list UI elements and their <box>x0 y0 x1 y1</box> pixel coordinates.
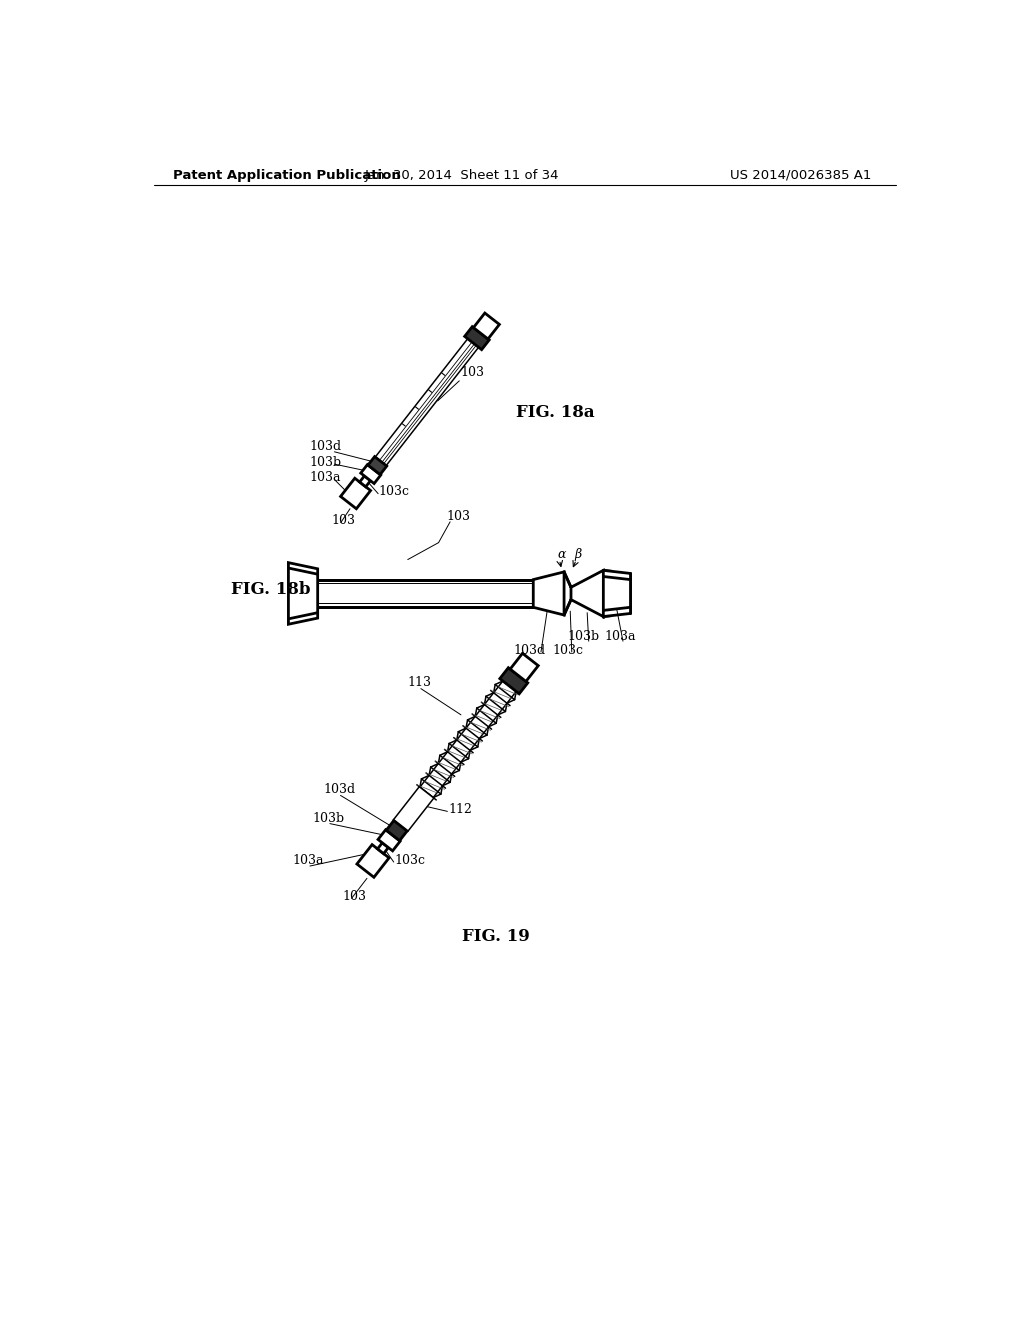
Text: FIG. 18a: FIG. 18a <box>515 404 594 421</box>
Bar <box>603 570 631 616</box>
Polygon shape <box>368 457 387 475</box>
Text: 103c: 103c <box>394 854 426 867</box>
Polygon shape <box>378 830 400 851</box>
Polygon shape <box>359 477 371 487</box>
Text: 103c: 103c <box>379 486 410 498</box>
Polygon shape <box>393 787 434 832</box>
Text: 103b: 103b <box>312 812 344 825</box>
Text: 112: 112 <box>449 803 472 816</box>
Text: Jan. 30, 2014  Sheet 11 of 34: Jan. 30, 2014 Sheet 11 of 34 <box>365 169 559 182</box>
Text: FIG. 19: FIG. 19 <box>462 928 529 945</box>
Polygon shape <box>510 653 539 681</box>
Text: 103a: 103a <box>605 630 636 643</box>
Text: 103a: 103a <box>292 854 324 867</box>
Polygon shape <box>357 845 389 878</box>
Text: 103d: 103d <box>309 441 341 453</box>
Text: 103d: 103d <box>513 644 546 656</box>
Polygon shape <box>341 478 371 508</box>
Text: 103: 103 <box>461 367 484 379</box>
Text: α: α <box>558 548 566 561</box>
Text: 103b: 103b <box>309 455 341 469</box>
Text: 103c: 103c <box>552 644 584 656</box>
Text: FIG. 18b: FIG. 18b <box>230 581 310 598</box>
Text: 103: 103 <box>342 890 367 903</box>
Text: 103a: 103a <box>309 471 341 484</box>
Text: 103d: 103d <box>324 783 355 796</box>
Polygon shape <box>500 668 527 694</box>
Text: US 2014/0026385 A1: US 2014/0026385 A1 <box>730 169 871 182</box>
Polygon shape <box>571 570 603 616</box>
Polygon shape <box>386 821 408 841</box>
Polygon shape <box>465 326 489 350</box>
Text: Patent Application Publication: Patent Application Publication <box>173 169 400 182</box>
Text: β: β <box>574 548 582 561</box>
Polygon shape <box>375 339 478 466</box>
Text: 103: 103 <box>446 510 470 523</box>
Polygon shape <box>289 562 317 624</box>
Polygon shape <box>378 842 388 854</box>
Text: 113: 113 <box>407 676 431 689</box>
Polygon shape <box>473 313 500 339</box>
Polygon shape <box>360 465 381 483</box>
Bar <box>317 579 534 607</box>
Text: 103: 103 <box>332 515 355 527</box>
Polygon shape <box>420 681 516 797</box>
Polygon shape <box>534 572 564 615</box>
Text: 103b: 103b <box>567 630 599 643</box>
